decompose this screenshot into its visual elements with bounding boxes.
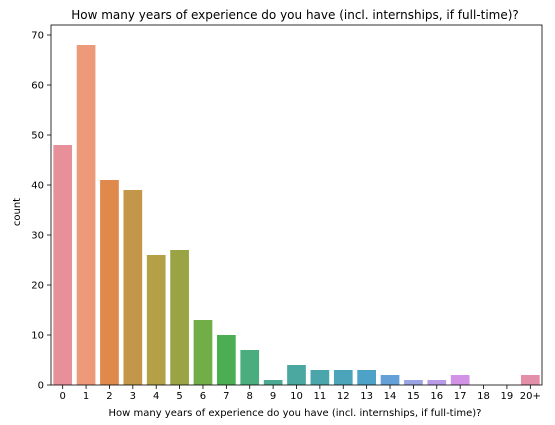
bar-15 [404,380,423,385]
x-tick-label: 19 [501,391,514,402]
x-tick-label: 20+ [520,391,541,402]
bar-5 [170,250,189,385]
bar-3 [123,190,143,385]
x-tick-label: 0 [60,391,66,402]
y-tick-label: 30 [31,231,44,242]
bar-2 [100,180,119,385]
x-tick-label: 2 [106,391,112,402]
y-axis-title: count [12,198,23,226]
bar-14 [380,375,400,385]
x-tick-label: 8 [247,391,253,402]
bar-6 [193,320,213,385]
x-tick-label: 18 [477,391,490,402]
y-tick-label: 0 [38,381,44,392]
y-tick-label: 20 [31,281,44,292]
x-tick-label: 11 [314,391,327,402]
x-tick-label: 12 [337,391,350,402]
x-tick-label: 13 [360,391,373,402]
chart-title: How many years of experience do you have… [71,8,519,22]
bar-13 [357,370,376,385]
bar-16 [427,380,447,385]
y-tick-label: 40 [31,181,44,192]
x-tick-label: 14 [384,391,397,402]
bar-11 [310,370,330,385]
bar-4 [146,255,166,385]
x-tick-label: 9 [270,391,276,402]
x-tick-label: 17 [454,391,467,402]
x-axis-title: How many years of experience do you have… [109,408,482,419]
bar-20+ [520,375,540,385]
plot-frame [50,24,543,386]
y-tick-label: 60 [31,81,44,92]
bar-8 [240,350,260,385]
x-tick-label: 5 [176,391,182,402]
y-tick-label: 10 [31,331,44,342]
x-tick-label: 7 [223,391,229,402]
x-tick-label: 16 [430,391,443,402]
bar-10 [287,365,306,385]
bar-1 [76,45,96,385]
bar-7 [217,335,236,385]
bar-12 [333,370,353,385]
x-tick-label: 3 [130,391,136,402]
bar-9 [263,380,283,385]
y-axis: 0 10 20 30 40 50 60 70 [31,31,51,392]
bar-17 [450,375,470,385]
bar-0 [53,145,73,385]
x-tick-label: 4 [153,391,159,402]
y-tick-label: 70 [31,31,44,42]
x-axis: 0 1 2 3 4 5 6 7 8 9 10 11 12 13 14 15 16 17 18 19 20+ [60,385,541,402]
x-tick-label: 15 [407,391,420,402]
y-tick-label: 50 [31,131,44,142]
x-tick-label: 10 [290,391,303,402]
x-tick-label: 6 [200,391,206,402]
x-tick-label: 1 [83,391,89,402]
bars [53,45,540,385]
